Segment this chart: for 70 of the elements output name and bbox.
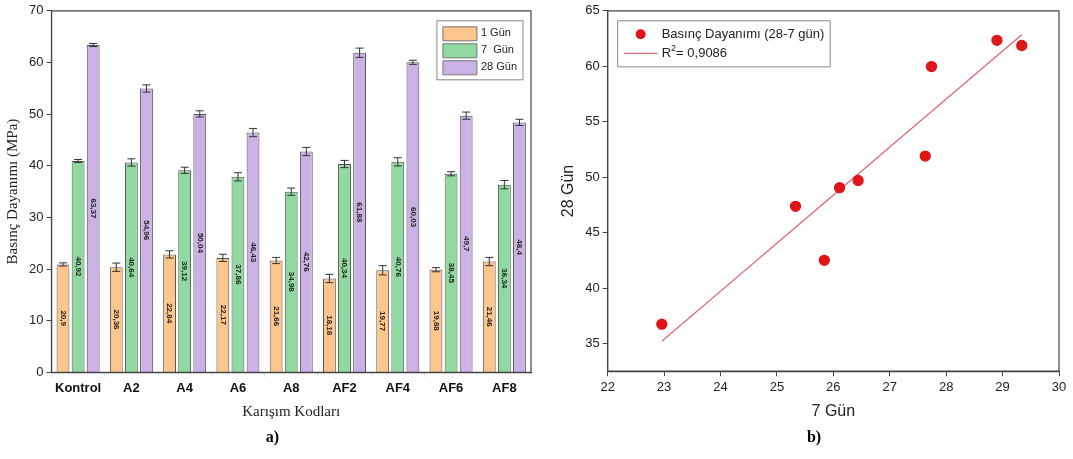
data-label: 18,18 (325, 315, 335, 336)
x-tick-label: Kontrol (54, 379, 102, 395)
x-tick-label: AF2 (332, 379, 357, 395)
x-tick-label: A8 (282, 379, 300, 395)
data-label: 40,34 (340, 257, 350, 279)
y-tick-label: 40 (28, 157, 44, 173)
y-tick-label: 20 (28, 260, 44, 276)
legend-label: 28 Gün (480, 60, 518, 73)
y-axis-title: Basınç Dayanımı (MPa) (3, 118, 21, 265)
x-tick-label: 22 (600, 378, 615, 394)
x-tick-label: 27 (882, 378, 897, 394)
data-label: 61,88 (355, 202, 365, 223)
data-label: 34,98 (287, 271, 297, 293)
data-label: 63,37 (88, 198, 98, 220)
y-tick-label: 45 (585, 224, 600, 240)
legend-label: 7 Gün (480, 43, 514, 56)
data-label: 20,9 (58, 310, 68, 327)
data-label: 42,76 (302, 251, 312, 273)
y-tick-label: 70 (28, 2, 44, 18)
y-tick-label: 30 (28, 209, 44, 225)
x-axis-title: 7 Gün (811, 401, 856, 419)
x-tick-label: 25 (769, 378, 785, 394)
x-tick-label: A6 (229, 379, 247, 395)
x-tick-label: 24 (713, 378, 728, 394)
data-label: 49,7 (461, 235, 471, 253)
x-tick-label: A4 (176, 379, 194, 395)
data-label: 21,46 (485, 306, 495, 328)
data-label: 36,34 (500, 268, 510, 289)
y-tick-label: 35 (585, 335, 600, 351)
y-tick-label: 40 (585, 279, 600, 295)
x-tick-label: 30 (1051, 378, 1067, 394)
x-tick-label: AF6 (438, 379, 464, 395)
y-tick-label: 50 (585, 168, 600, 184)
data-label: 54,96 (142, 220, 152, 241)
data-label: 40,92 (73, 256, 83, 278)
y-tick-label: 55 (585, 113, 600, 129)
data-label: 22,84 (165, 303, 175, 324)
data-label: 40,64 (127, 257, 137, 278)
data-label: 60,03 (408, 207, 418, 228)
x-tick-label: AF4 (385, 379, 411, 395)
text: a) (264, 428, 281, 446)
x-tick-label: 23 (656, 378, 672, 394)
legend-label: Basınç Dayanımı (28-7 gün) (661, 25, 825, 41)
x-tick-label: 28 (938, 378, 954, 394)
data-label: 48,4 (515, 239, 525, 256)
legend-label: 1 Gün (480, 26, 511, 39)
y-tick-label: 60 (585, 57, 600, 73)
y-axis-title: 28 Gün (559, 164, 577, 218)
data-label: 46,43 (248, 242, 258, 263)
data-label: 19,88 (431, 310, 441, 332)
data-label: 22,17 (218, 304, 228, 326)
x-tick-label: 26 (826, 378, 841, 394)
data-label: 40,76 (393, 256, 403, 278)
x-axis-title: Karışım Kodları (242, 402, 341, 419)
data-label: 21,66 (271, 306, 281, 327)
data-label: 37,86 (233, 264, 243, 285)
y-tick-label: 50 (28, 105, 44, 121)
x-tick-label: 29 (995, 378, 1010, 394)
data-label: 50,04 (195, 232, 205, 254)
data-label: 38,45 (446, 262, 456, 284)
data-label: 20,36 (112, 309, 122, 331)
y-tick-label: 65 (585, 2, 600, 18)
x-tick-label: A2 (123, 379, 140, 395)
y-tick-label: 60 (28, 54, 44, 70)
y-tick-label: 0 (36, 363, 44, 379)
text: b) (805, 428, 823, 446)
x-tick-label: AF8 (492, 379, 517, 395)
data-label: 39,12 (180, 261, 190, 282)
y-tick-label: 10 (28, 312, 44, 328)
data-label: 19,77 (378, 311, 388, 332)
